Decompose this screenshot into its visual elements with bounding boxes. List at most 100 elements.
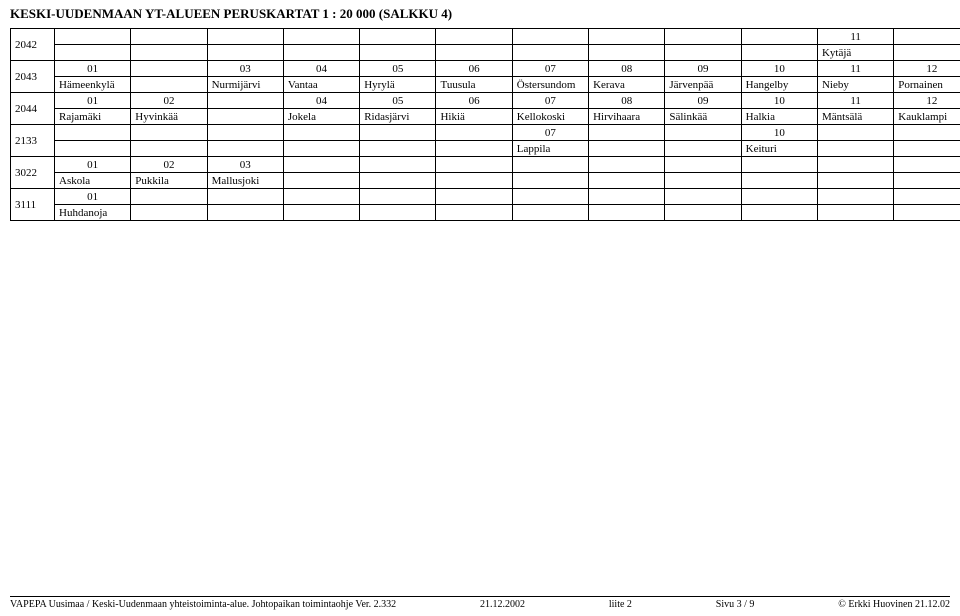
cell-label	[436, 45, 512, 61]
cell-number: 05	[360, 93, 436, 109]
cell-label	[283, 173, 359, 189]
cell-number	[512, 29, 588, 45]
cell-number: 11	[817, 29, 893, 45]
cell-number: 09	[665, 93, 741, 109]
cell-number: 06	[436, 93, 512, 109]
cell-number: 10	[741, 125, 817, 141]
cell-label	[360, 173, 436, 189]
cell-number: 07	[512, 61, 588, 77]
cell-number	[741, 29, 817, 45]
cell-label	[131, 205, 207, 221]
cell-number	[436, 189, 512, 205]
cell-number: 03	[207, 157, 283, 173]
cell-number: 02	[131, 93, 207, 109]
footer-attachment: liite 2	[609, 599, 632, 610]
cell-label: Jokela	[283, 109, 359, 125]
cell-label	[665, 45, 741, 61]
cell-number	[436, 125, 512, 141]
cell-label	[360, 141, 436, 157]
cell-number	[207, 125, 283, 141]
page: KESKI-UUDENMAAN YT-ALUEEN PERUSKARTAT 1 …	[0, 0, 960, 221]
cell-label: Hangelby	[741, 77, 817, 93]
cell-label: Mäntsälä	[817, 109, 893, 125]
cell-number	[283, 157, 359, 173]
cell-label	[817, 141, 893, 157]
row-id: 2133	[11, 125, 55, 157]
cell-number	[283, 189, 359, 205]
cell-label: Pukkila	[131, 173, 207, 189]
cell-number	[512, 189, 588, 205]
cell-label: Östersundom	[512, 77, 588, 93]
cell-number: 04	[283, 93, 359, 109]
cell-label: Tuusula	[436, 77, 512, 93]
cell-number	[131, 29, 207, 45]
cell-number	[436, 29, 512, 45]
cell-label	[131, 77, 207, 93]
row-id: 2044	[11, 93, 55, 125]
cell-label	[894, 45, 960, 61]
cell-number: 01	[55, 189, 131, 205]
cell-number	[55, 29, 131, 45]
cell-label: Kellokoski	[512, 109, 588, 125]
cell-label	[283, 45, 359, 61]
cell-label	[817, 173, 893, 189]
cell-number	[894, 125, 960, 141]
footer-page: Sivu 3 / 9	[716, 599, 755, 610]
cell-label	[894, 205, 960, 221]
cell-number	[665, 125, 741, 141]
cell-label: Kauklampi	[894, 109, 960, 125]
cell-number	[589, 29, 665, 45]
cell-number	[589, 189, 665, 205]
cell-number	[55, 125, 131, 141]
cell-label: Kerava	[589, 77, 665, 93]
cell-label	[894, 173, 960, 189]
cell-label: Askola	[55, 173, 131, 189]
cell-label	[131, 45, 207, 61]
footer-right: © Erkki Huovinen 21.12.02	[838, 599, 950, 610]
cell-label: Huhdanoja	[55, 205, 131, 221]
cell-number	[665, 189, 741, 205]
cell-label	[55, 141, 131, 157]
cell-label: Halkia	[741, 109, 817, 125]
cell-number	[741, 157, 817, 173]
cell-label: Järvenpää	[665, 77, 741, 93]
footer-left: VAPEPA Uusimaa / Keski-Uudenmaan yhteist…	[10, 599, 396, 610]
map-grid-table: 204211Kytäjä20430103040506070809101112Hä…	[10, 28, 960, 221]
cell-number: 12	[894, 61, 960, 77]
cell-label: Hikiä	[436, 109, 512, 125]
cell-number: 12	[894, 93, 960, 109]
cell-number	[817, 189, 893, 205]
cell-label: Mallusjoki	[207, 173, 283, 189]
cell-label	[665, 173, 741, 189]
cell-label	[360, 205, 436, 221]
cell-label	[741, 45, 817, 61]
cell-number: 03	[207, 61, 283, 77]
cell-label	[207, 109, 283, 125]
cell-label	[55, 45, 131, 61]
row-id: 2042	[11, 29, 55, 61]
cell-label	[741, 173, 817, 189]
cell-number: 11	[817, 61, 893, 77]
cell-label: Hyvinkää	[131, 109, 207, 125]
cell-label: Ridasjärvi	[360, 109, 436, 125]
cell-number: 02	[131, 157, 207, 173]
cell-number: 04	[283, 61, 359, 77]
row-id: 3111	[11, 189, 55, 221]
cell-number	[894, 157, 960, 173]
cell-label	[817, 205, 893, 221]
cell-number	[894, 189, 960, 205]
cell-label	[436, 173, 512, 189]
cell-label	[207, 205, 283, 221]
cell-number	[207, 189, 283, 205]
cell-number: 01	[55, 157, 131, 173]
cell-label: Pornainen	[894, 77, 960, 93]
cell-number	[436, 157, 512, 173]
cell-number	[589, 157, 665, 173]
cell-number: 07	[512, 125, 588, 141]
cell-number	[131, 125, 207, 141]
cell-number	[131, 189, 207, 205]
cell-label	[436, 141, 512, 157]
row-id: 2043	[11, 61, 55, 93]
cell-label: Sälinkää	[665, 109, 741, 125]
page-footer: VAPEPA Uusimaa / Keski-Uudenmaan yhteist…	[10, 596, 950, 610]
